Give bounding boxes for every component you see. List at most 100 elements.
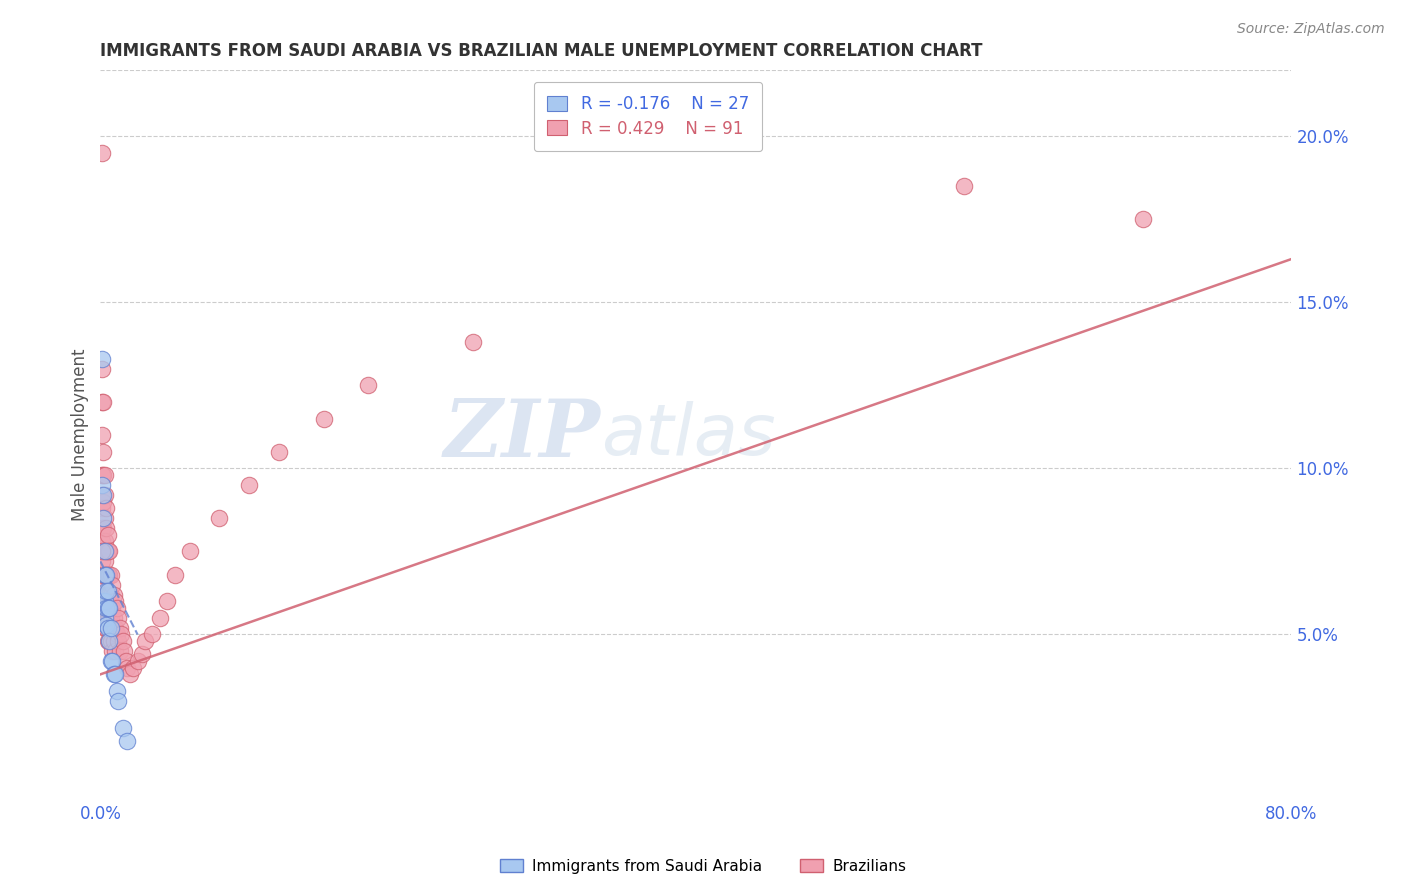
Point [103, 611, 125, 625]
Point [91, 511, 114, 525]
Point [96, 601, 118, 615]
Point [267, 444, 290, 458]
Point [312, 411, 335, 425]
Point [112, 644, 135, 658]
Point [131, 648, 153, 662]
Point [91, 544, 114, 558]
Point [90, 145, 112, 160]
Point [97, 588, 120, 602]
Point [97, 611, 120, 625]
Point [98, 611, 121, 625]
Point [111, 721, 134, 735]
Point [90, 577, 112, 591]
Point [461, 335, 484, 350]
Point [90, 361, 112, 376]
Point [101, 577, 124, 591]
Text: IMMIGRANTS FROM SAUDI ARABIA VS BRAZILIAN MALE UNEMPLOYMENT CORRELATION CHART: IMMIGRANTS FROM SAUDI ARABIA VS BRAZILIA… [100, 42, 983, 60]
Point [90, 521, 112, 535]
Text: atlas: atlas [600, 401, 775, 469]
Point [97, 584, 120, 599]
Point [90, 501, 112, 516]
Point [101, 601, 124, 615]
Point [179, 544, 201, 558]
Point [94, 554, 117, 568]
Point [953, 178, 976, 193]
Point [100, 621, 122, 635]
Point [98, 601, 121, 615]
Point [91, 567, 114, 582]
Point [96, 501, 118, 516]
Point [97, 528, 120, 542]
Point [103, 634, 125, 648]
Point [104, 621, 127, 635]
Point [105, 684, 128, 698]
Point [96, 617, 118, 632]
Point [97, 601, 120, 615]
Point [96, 601, 118, 615]
Point [104, 667, 127, 681]
Point [94, 588, 117, 602]
Point [90, 544, 112, 558]
Point [100, 588, 122, 602]
Point [97, 634, 120, 648]
Y-axis label: Male Unemployment: Male Unemployment [72, 349, 89, 522]
Point [127, 654, 149, 668]
Point [1132, 212, 1154, 227]
Point [111, 634, 134, 648]
Point [94, 488, 117, 502]
Point [108, 621, 131, 635]
Point [141, 627, 163, 641]
Point [100, 654, 122, 668]
Point [91, 444, 114, 458]
Point [105, 601, 128, 615]
Legend: R = -0.176    N = 27, R = 0.429    N = 91: R = -0.176 N = 27, R = 0.429 N = 91 [534, 82, 762, 151]
Point [110, 627, 132, 641]
Legend: Immigrants from Saudi Arabia, Brazilians: Immigrants from Saudi Arabia, Brazilians [494, 853, 912, 880]
Point [94, 468, 117, 483]
Text: Source: ZipAtlas.com: Source: ZipAtlas.com [1237, 22, 1385, 37]
Point [104, 644, 127, 658]
Point [96, 521, 118, 535]
Point [91, 395, 114, 409]
Point [357, 378, 380, 392]
Point [90, 468, 112, 483]
Point [107, 634, 129, 648]
Point [91, 468, 114, 483]
Point [122, 661, 145, 675]
Point [98, 588, 121, 602]
Point [90, 351, 112, 366]
Point [107, 611, 129, 625]
Point [114, 654, 136, 668]
Point [120, 667, 142, 681]
Point [94, 567, 117, 582]
Point [105, 627, 128, 641]
Point [94, 594, 117, 608]
Point [90, 534, 112, 549]
Point [90, 488, 112, 502]
Point [94, 534, 117, 549]
Point [238, 478, 260, 492]
Point [98, 634, 121, 648]
Point [90, 554, 112, 568]
Point [156, 594, 179, 608]
Point [100, 634, 122, 648]
Point [91, 588, 114, 602]
Point [94, 511, 117, 525]
Point [96, 621, 118, 635]
Point [91, 521, 114, 535]
Text: ZIP: ZIP [444, 396, 600, 474]
Point [101, 654, 124, 668]
Point [103, 588, 125, 602]
Point [96, 588, 118, 602]
Point [115, 661, 138, 675]
Point [103, 667, 125, 681]
Point [91, 488, 114, 502]
Point [163, 567, 186, 582]
Point [94, 621, 117, 635]
Point [115, 734, 138, 748]
Point [107, 694, 129, 708]
Point [94, 567, 117, 582]
Point [100, 611, 122, 625]
Point [134, 634, 156, 648]
Point [96, 544, 118, 558]
